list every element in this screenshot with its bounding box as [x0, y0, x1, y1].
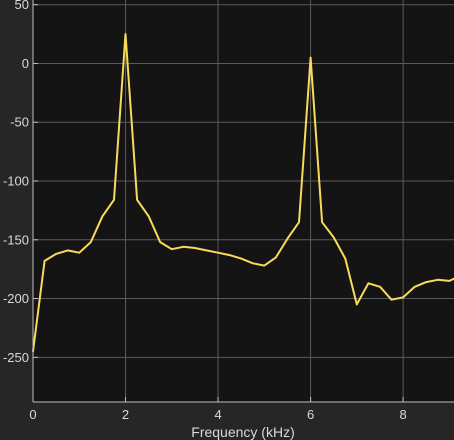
data-point — [147, 215, 150, 218]
data-point — [217, 251, 219, 254]
y-tick-label: -200 — [3, 291, 29, 306]
data-point — [205, 249, 208, 252]
x-tick-label: 6 — [307, 407, 314, 422]
data-point — [228, 254, 231, 256]
data-point — [390, 298, 393, 301]
data-point — [448, 280, 451, 282]
data-point — [379, 286, 381, 288]
y-tick-label: 50 — [15, 0, 29, 12]
data-point — [298, 221, 300, 223]
data-point — [159, 241, 162, 243]
data-point — [240, 257, 242, 260]
y-tick-labels: 50 0 -50 -100 -150 -200 -250 — [3, 0, 29, 365]
data-point — [402, 296, 404, 299]
x-axis-label: Frequency (kHz) — [191, 424, 294, 440]
x-tick-label: 2 — [122, 407, 129, 422]
data-point — [78, 251, 81, 254]
x-tick-label: 8 — [399, 407, 406, 422]
data-point — [263, 264, 266, 267]
y-tick-label: -100 — [3, 174, 29, 189]
data-point — [332, 236, 335, 239]
data-point — [367, 282, 370, 285]
data-point — [309, 56, 312, 59]
series-line — [32, 33, 454, 352]
data-point — [136, 199, 138, 201]
y-tick-label: -250 — [3, 350, 29, 365]
x-tick-label: 4 — [214, 407, 221, 422]
x-tick-label: 0 — [29, 407, 36, 422]
y-tick-label: -50 — [10, 115, 29, 130]
data-point — [425, 281, 428, 283]
data-point — [66, 249, 69, 252]
x-tick-labels: 0 2 4 6 8 — [29, 407, 406, 422]
data-point — [344, 257, 347, 260]
data-point — [413, 286, 416, 288]
data-point — [356, 303, 358, 306]
series-group — [32, 33, 454, 353]
data-point — [124, 33, 127, 35]
data-point — [170, 248, 173, 250]
data-point — [194, 247, 196, 249]
data-point — [437, 278, 439, 281]
data-point — [101, 215, 104, 218]
data-point — [90, 241, 92, 243]
data-point — [182, 246, 185, 248]
data-point — [275, 256, 277, 259]
axes — [32, 0, 454, 403]
data-point — [113, 199, 115, 201]
y-tick-label: 0 — [22, 56, 29, 71]
plot-area — [33, 0, 454, 402]
data-point — [286, 237, 289, 240]
data-point — [43, 260, 46, 262]
data-point — [251, 262, 254, 265]
data-point — [55, 253, 57, 255]
y-tick-label: -150 — [3, 232, 29, 247]
data-point — [321, 221, 323, 223]
